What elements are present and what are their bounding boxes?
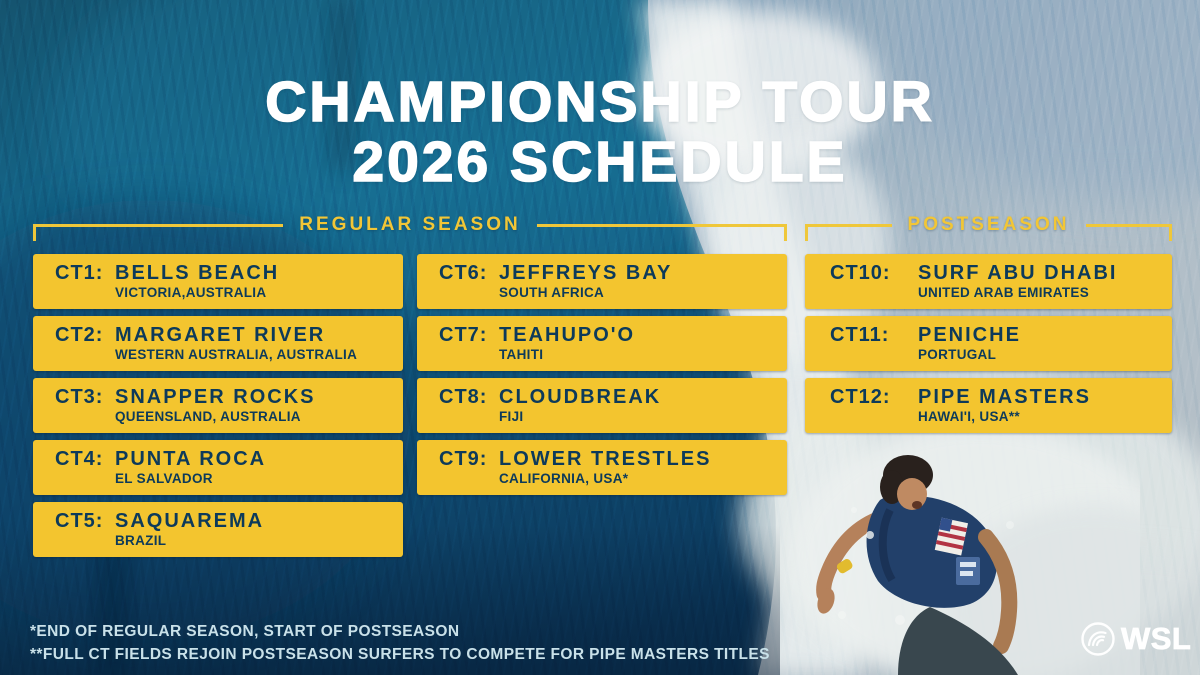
event-card-ct10: CT10: SURF ABU DHABI UNITED ARAB EMIRATES [805, 254, 1172, 309]
event-number: CT12: [830, 386, 891, 408]
events-column-2: CT6: JEFFREYS BAY SOUTH AFRICA CT7: TEAHU… [417, 254, 787, 502]
event-name: SNAPPER ROCKS [115, 386, 316, 408]
regular-season-label: REGULAR SEASON [299, 214, 521, 235]
event-name: TEAHUPO'O [499, 324, 636, 346]
event-name: BELLS BEACH [115, 262, 280, 284]
event-location: CALIFORNIA, USA* [499, 471, 629, 486]
event-card-ct5: CT5: SAQUAREMA BRAZIL [33, 502, 403, 557]
event-location: BRAZIL [115, 533, 167, 548]
wsl-wordmark: WSL [1121, 621, 1192, 657]
event-number: CT5: [55, 510, 104, 532]
event-card-ct3: CT3: SNAPPER ROCKS QUEENSLAND, AUSTRALIA [33, 378, 403, 433]
event-card-ct12: CT12: PIPE MASTERS HAWAI'I, USA** [805, 378, 1172, 433]
event-card-ct1: CT1: BELLS BEACH VICTORIA,AUSTRALIA [33, 254, 403, 309]
event-name: PENICHE [918, 324, 1021, 346]
event-number: CT10: [830, 262, 891, 284]
event-card-ct6: CT6: JEFFREYS BAY SOUTH AFRICA [417, 254, 787, 309]
event-name: JEFFREYS BAY [499, 262, 673, 284]
event-name: SAQUAREMA [115, 510, 265, 532]
event-number: CT1: [55, 262, 104, 284]
event-number: CT6: [439, 262, 488, 284]
footnotes: *END OF REGULAR SEASON, START OF POSTSEA… [30, 621, 770, 666]
event-location: SOUTH AFRICA [499, 285, 605, 300]
bracket-line-right [1085, 224, 1173, 241]
event-name: PUNTA ROCA [115, 448, 267, 470]
event-location: TAHITI [499, 347, 544, 362]
event-number: CT3: [55, 386, 104, 408]
footnote-line-2: **FULL CT FIELDS REJOIN POSTSEASON SURFE… [30, 645, 770, 663]
postseason-label: POSTSEASON [907, 214, 1070, 235]
event-card-ct11: CT11: PENICHE PORTUGAL [805, 316, 1172, 371]
event-card-ct9: CT9: LOWER TRESTLES CALIFORNIA, USA* [417, 440, 787, 495]
regular-season-header: REGULAR SEASON [33, 214, 788, 241]
event-name: CLOUDBREAK [499, 386, 662, 408]
event-location: HAWAI'I, USA** [918, 409, 1020, 424]
event-number: CT4: [55, 448, 104, 470]
event-number: CT2: [55, 324, 104, 346]
event-location: VICTORIA,AUSTRALIA [115, 285, 267, 300]
events-column-1: CT1: BELLS BEACH VICTORIA,AUSTRALIA CT2: … [33, 254, 403, 564]
event-card-ct7: CT7: TEAHUPO'O TAHITI [417, 316, 787, 371]
footnote-line-1: *END OF REGULAR SEASON, START OF POSTSEA… [30, 623, 460, 640]
event-name: SURF ABU DHABI [918, 262, 1118, 284]
event-card-ct8: CT8: CLOUDBREAK FIJI [417, 378, 787, 433]
surfer-photo [790, 425, 1140, 675]
wsl-logo: WSL [1080, 621, 1191, 657]
event-number: CT7: [439, 324, 488, 346]
event-location: QUEENSLAND, AUSTRALIA [115, 409, 301, 424]
postseason-header: POSTSEASON [805, 215, 1172, 241]
title-line-1: CHAMPIONSHIP TOUR [264, 70, 935, 134]
event-card-ct4: CT4: PUNTA ROCA EL SALVADOR [33, 440, 403, 495]
event-location: FIJI [499, 409, 524, 424]
event-location: EL SALVADOR [115, 471, 213, 486]
event-location: PORTUGAL [918, 347, 997, 362]
event-number: CT11: [830, 324, 890, 346]
bracket-line-left [33, 224, 284, 241]
title-line-2: 2026 SCHEDULE [352, 130, 848, 195]
page-title: CHAMPIONSHIP TOUR 2026 SCHEDULE [0, 70, 1200, 195]
event-card-ct2: CT2: MARGARET RIVER WESTERN AUSTRALIA, AU… [33, 316, 403, 371]
bracket-line-right [536, 224, 788, 241]
event-location: WESTERN AUSTRALIA, AUSTRALIA [115, 347, 358, 362]
event-name: PIPE MASTERS [918, 386, 1091, 408]
event-name: MARGARET RIVER [115, 324, 326, 346]
events-column-3: CT10: SURF ABU DHABI UNITED ARAB EMIRATES… [805, 254, 1172, 440]
event-number: CT9: [439, 448, 488, 470]
event-name: LOWER TRESTLES [499, 448, 712, 470]
bracket-line-left [805, 224, 892, 241]
event-location: UNITED ARAB EMIRATES [918, 285, 1089, 300]
wsl-wave-icon [1081, 622, 1115, 656]
event-number: CT8: [439, 386, 488, 408]
